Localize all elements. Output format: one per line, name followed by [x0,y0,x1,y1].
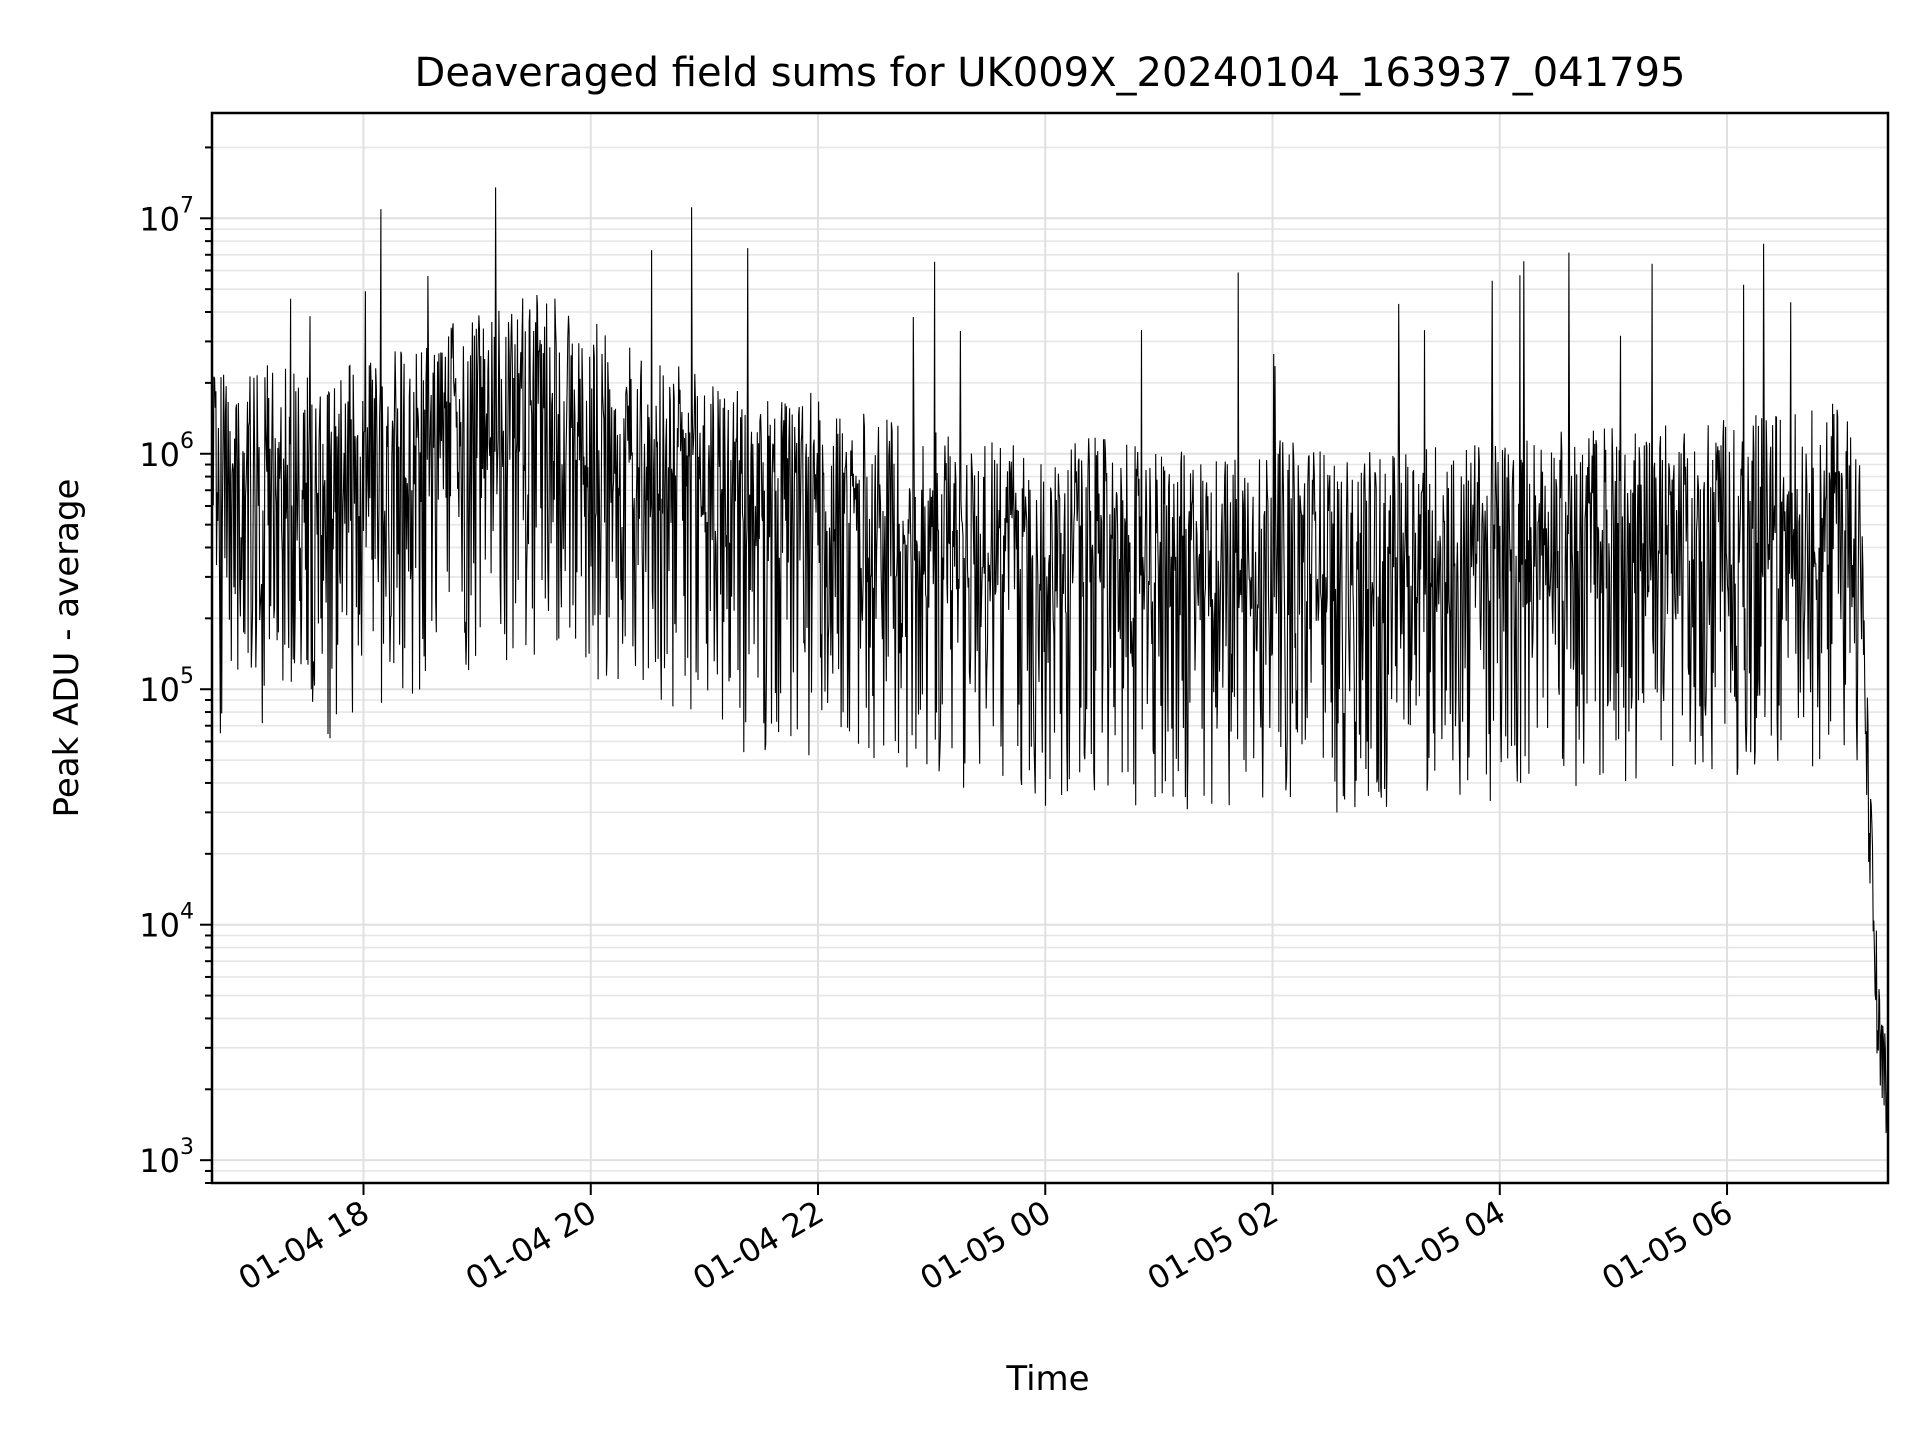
y-tick-base: 10 [139,436,180,474]
y-tick-base: 10 [139,671,180,709]
y-tick-base: 10 [139,907,180,945]
y-tick-exponent: 7 [180,193,194,218]
y-tick-exponent: 6 [180,429,194,454]
y-tick-base: 10 [139,1142,180,1180]
y-tick-label: 105 [139,664,194,709]
y-axis-label: Peak ADU - average [47,479,87,818]
y-tick-label: 103 [139,1135,194,1180]
x-axis-label: Time [1005,1359,1089,1399]
plot-area [211,187,1889,1134]
y-tick-base: 10 [139,200,180,238]
y-tick-exponent: 5 [180,664,194,689]
y-tick-label: 107 [139,193,194,238]
series-line [211,187,1889,1134]
y-tick-label: 104 [139,900,194,945]
chart-title: Deaveraged field sums for UK009X_2024010… [415,50,1686,96]
y-tick-exponent: 3 [180,1135,194,1160]
y-tick-label: 106 [139,429,194,474]
plot-frame [210,111,1890,1185]
y-tick-exponent: 4 [180,900,194,925]
